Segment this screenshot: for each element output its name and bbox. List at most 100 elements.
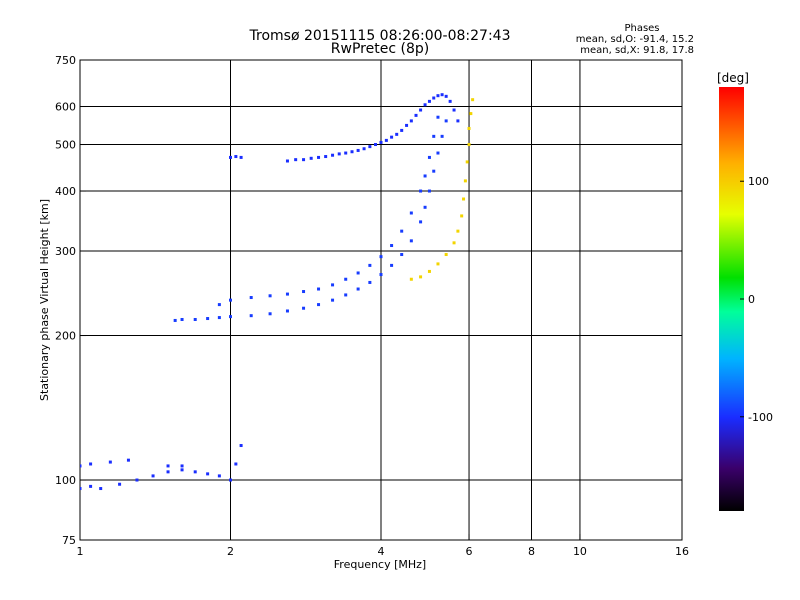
echo-point bbox=[317, 287, 321, 291]
echo-point bbox=[344, 151, 348, 155]
echo-point bbox=[294, 158, 298, 162]
echo-point bbox=[239, 155, 243, 159]
y-axis-label: Stationary phase Virtual Height [km] bbox=[38, 199, 51, 401]
echo-point bbox=[432, 169, 436, 173]
echo-point bbox=[302, 158, 306, 162]
echo-point bbox=[317, 303, 321, 307]
echo-point bbox=[471, 98, 475, 102]
echo-point bbox=[118, 482, 122, 486]
echo-point bbox=[432, 134, 436, 138]
echo-point bbox=[309, 156, 313, 160]
y-axis: 75 100 200 300 400 500 600 750 bbox=[55, 54, 86, 547]
echo-point bbox=[217, 303, 221, 307]
x-tick-label: 8 bbox=[528, 545, 535, 558]
echo-point bbox=[108, 460, 112, 464]
y-tick-label: 300 bbox=[55, 245, 76, 258]
echo-point bbox=[436, 262, 440, 266]
echo-point bbox=[427, 99, 431, 103]
echo-point bbox=[427, 189, 431, 193]
y-tick-label: 75 bbox=[62, 534, 76, 547]
echo-point bbox=[331, 153, 335, 157]
echo-point bbox=[390, 263, 394, 267]
echo-point bbox=[419, 220, 423, 224]
echo-point bbox=[356, 148, 360, 152]
echo-point bbox=[379, 140, 383, 144]
echo-point bbox=[409, 239, 413, 243]
echo-point bbox=[180, 464, 184, 468]
echo-point bbox=[456, 229, 460, 233]
x-tick-label: 10 bbox=[573, 545, 587, 558]
echo-point bbox=[409, 277, 413, 281]
echo-point bbox=[249, 314, 253, 318]
echo-points bbox=[80, 93, 475, 491]
colorbar-tick-label: -100 bbox=[748, 411, 773, 424]
echo-point bbox=[456, 119, 460, 123]
echo-point bbox=[217, 474, 221, 478]
echo-point bbox=[444, 119, 448, 123]
echo-point bbox=[405, 123, 409, 127]
echo-point bbox=[193, 470, 197, 474]
colorbar: [deg] 100 0 -100 bbox=[717, 71, 773, 511]
echo-point bbox=[317, 155, 321, 159]
echo-point bbox=[384, 138, 388, 142]
y-tick-label: 500 bbox=[55, 139, 76, 152]
echo-point bbox=[268, 312, 272, 316]
echo-point bbox=[126, 458, 130, 462]
echo-point bbox=[234, 462, 238, 466]
echo-point bbox=[285, 292, 289, 296]
echo-point bbox=[99, 487, 103, 491]
echo-point bbox=[302, 290, 306, 294]
echo-point bbox=[423, 103, 427, 107]
echo-point bbox=[193, 317, 197, 321]
echo-point bbox=[368, 280, 372, 284]
echo-point bbox=[206, 472, 210, 476]
echo-point bbox=[239, 444, 243, 448]
echo-point bbox=[467, 143, 471, 147]
echo-point bbox=[151, 474, 155, 478]
echo-point bbox=[452, 108, 456, 112]
echo-point bbox=[463, 179, 467, 183]
echo-point bbox=[423, 174, 427, 178]
x-tick-label: 4 bbox=[378, 545, 385, 558]
echo-point bbox=[379, 273, 383, 277]
echo-point bbox=[390, 244, 394, 248]
echo-point bbox=[80, 487, 82, 491]
y-tick-label: 400 bbox=[55, 185, 76, 198]
echo-point bbox=[462, 197, 466, 201]
echo-point bbox=[331, 283, 335, 287]
echo-point bbox=[285, 159, 289, 163]
colorbar-gradient bbox=[719, 87, 744, 511]
echo-point bbox=[350, 150, 354, 154]
echo-point bbox=[440, 134, 444, 138]
stats-title: Phases bbox=[624, 23, 659, 34]
echo-point bbox=[469, 112, 473, 116]
chart-title: Tromsø 20151115 08:26:00-08:27:43 bbox=[249, 28, 511, 44]
echo-point bbox=[80, 464, 82, 468]
echo-point bbox=[419, 108, 423, 112]
x-tick-label: 1 bbox=[77, 545, 84, 558]
echo-point bbox=[444, 253, 448, 257]
chart-subtitle: RwPretec (8p) bbox=[331, 41, 429, 57]
echo-point bbox=[229, 478, 232, 482]
echo-point bbox=[419, 275, 423, 279]
x-axis: 1 2 4 6 8 10 16 bbox=[77, 534, 689, 558]
echo-point bbox=[89, 462, 93, 466]
echo-point bbox=[166, 464, 170, 468]
echo-point bbox=[409, 119, 413, 123]
colorbar-tick-label: 0 bbox=[748, 293, 755, 306]
echo-point bbox=[229, 155, 232, 159]
echo-point bbox=[173, 318, 177, 322]
y-tick-label: 100 bbox=[55, 474, 76, 487]
echo-point bbox=[374, 143, 378, 147]
echo-point bbox=[206, 317, 210, 321]
echo-point bbox=[400, 229, 404, 233]
echo-point bbox=[249, 296, 253, 300]
echo-point bbox=[390, 135, 394, 139]
echo-point bbox=[444, 94, 448, 98]
echo-point bbox=[285, 309, 289, 313]
colorbar-label: [deg] bbox=[717, 71, 749, 85]
echo-point bbox=[423, 205, 427, 209]
echo-point bbox=[368, 263, 372, 267]
echo-point bbox=[427, 269, 431, 273]
y-tick-label: 750 bbox=[55, 54, 76, 67]
